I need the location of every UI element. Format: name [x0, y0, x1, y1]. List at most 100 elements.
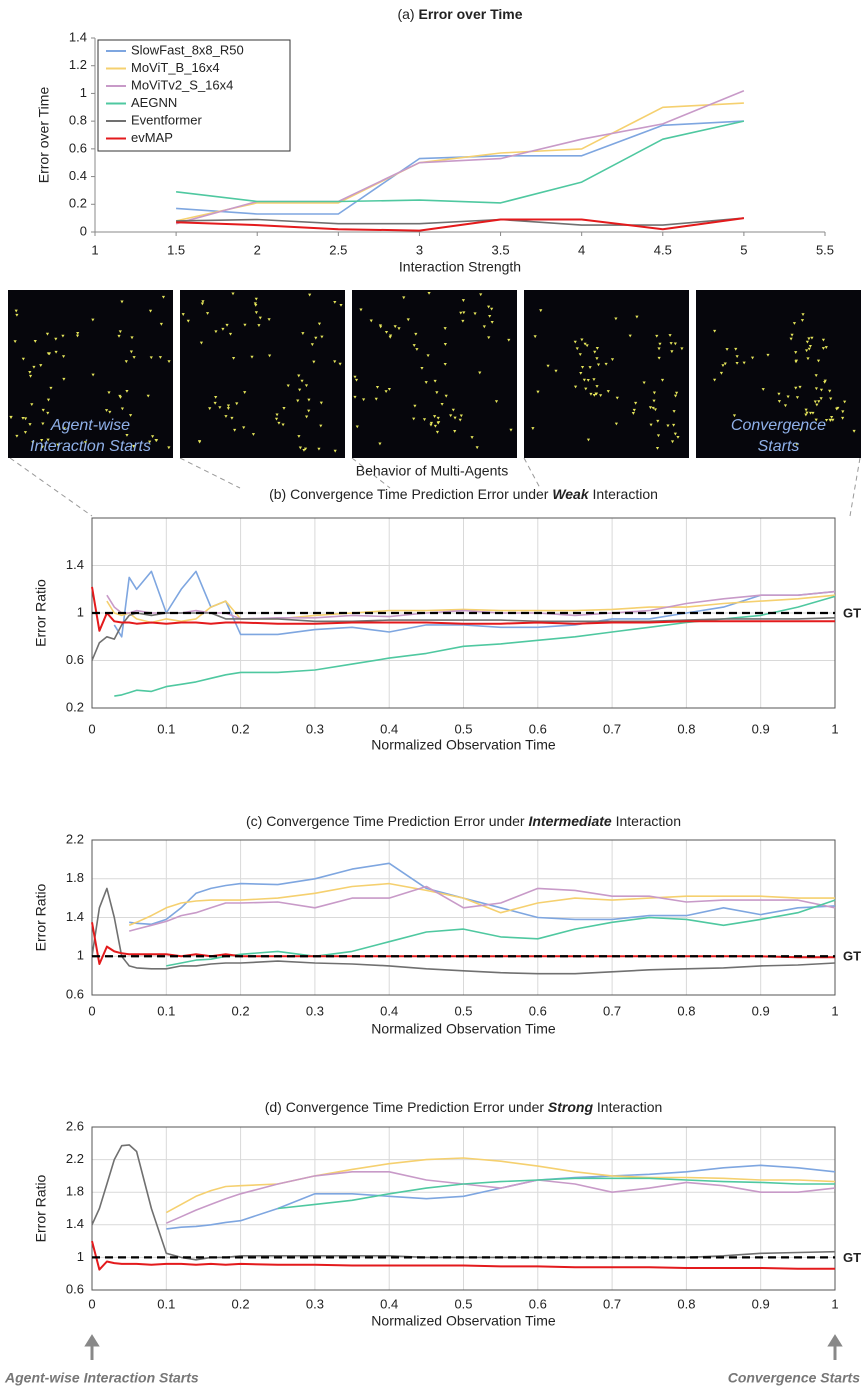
series-line — [91, 1240, 835, 1271]
x-tick-label: 5 — [740, 242, 747, 257]
agent-dot — [225, 323, 229, 327]
x-tick-label: 0.3 — [306, 1296, 324, 1311]
agent-dot — [651, 406, 655, 410]
agent-dot — [588, 366, 592, 369]
y-axis-label: Error over Time — [36, 87, 52, 184]
agent-dot — [40, 445, 45, 449]
legend-label: Eventformer — [131, 112, 202, 127]
agent-dot — [586, 438, 591, 442]
agent-dot — [40, 439, 44, 442]
y-tick-label: 0.6 — [66, 652, 84, 667]
agent-dot — [670, 350, 674, 354]
x-tick-label: 0.5 — [454, 1003, 472, 1018]
agent-dot — [443, 327, 447, 330]
agent-dot — [777, 400, 781, 403]
agent-dot — [161, 295, 166, 299]
agent-dot — [333, 360, 337, 364]
annotation: Convergence Starts — [728, 1370, 860, 1386]
agent-dot — [585, 344, 589, 348]
agent-dot — [91, 373, 95, 377]
agent-dot — [412, 417, 416, 421]
agent-dot — [83, 441, 87, 445]
agent-dot — [218, 406, 222, 410]
x-axis-label: Normalized Observation Time — [371, 1021, 556, 1037]
agent-dot — [250, 355, 254, 359]
x-tick-label: 0.9 — [752, 721, 770, 736]
agent-dot — [841, 410, 845, 414]
agent-dot — [732, 414, 737, 418]
agent-dot — [9, 416, 13, 419]
agent-dot — [817, 400, 821, 404]
y-tick-label: 1 — [77, 604, 84, 619]
agent-dot — [231, 292, 235, 296]
agent-frame — [696, 290, 861, 458]
agent-dot — [653, 408, 658, 412]
agent-dot — [120, 407, 125, 411]
agent-dot — [554, 369, 558, 373]
agent-dot — [610, 358, 615, 362]
agent-dot — [642, 381, 646, 385]
agent-dot — [479, 293, 483, 297]
series-line — [106, 590, 836, 620]
agent-dot — [794, 386, 798, 390]
agent-dot — [815, 403, 819, 407]
agent-dot — [586, 379, 590, 382]
y-tick-label: 0.2 — [66, 699, 84, 714]
x-tick-label: 0.6 — [529, 1296, 547, 1311]
agent-dot — [258, 316, 262, 320]
agent-dot — [582, 378, 586, 382]
agent-dot — [233, 428, 237, 432]
x-tick-label: 0.3 — [306, 1003, 324, 1018]
agent-dot — [475, 446, 479, 450]
agent-dot — [319, 401, 323, 405]
agent-dot — [821, 338, 826, 342]
agent-dot — [412, 344, 416, 347]
agent-dot — [413, 404, 417, 408]
series-line — [277, 1177, 835, 1210]
agent-dot — [388, 334, 393, 338]
agent-dot — [312, 360, 316, 364]
agent-dot — [830, 415, 834, 419]
x-axis-label: Normalized Observation Time — [371, 737, 556, 753]
agent-dot — [801, 313, 805, 317]
series-line — [165, 1157, 836, 1214]
x-tick-label: 0.9 — [752, 1003, 770, 1018]
agent-dot — [807, 337, 811, 341]
agent-dot — [657, 347, 661, 351]
agent-dot — [433, 379, 437, 383]
agent-dot — [296, 399, 300, 403]
agent-dot — [461, 299, 465, 302]
legend-label: MoViTv2_S_16x4 — [131, 77, 233, 92]
y-tick-label: 1.4 — [66, 557, 84, 572]
agent-dot — [61, 355, 66, 359]
x-tick-label: 0.4 — [380, 1296, 398, 1311]
agent-dot — [668, 334, 672, 337]
agent-dot — [303, 447, 308, 451]
x-tick-label: 0.1 — [157, 1296, 175, 1311]
series-line — [113, 570, 836, 638]
agent-dot — [805, 349, 809, 353]
agent-dot — [655, 446, 660, 450]
agent-dot — [811, 411, 815, 415]
series-line — [91, 612, 836, 661]
agent-dot — [205, 312, 210, 315]
agent-dot — [596, 363, 601, 367]
x-tick-label: 4.5 — [654, 242, 672, 257]
agent-dot — [62, 377, 66, 381]
y-tick-label: 0.2 — [69, 196, 87, 211]
agent-dot — [823, 379, 827, 383]
agent-dot — [251, 433, 256, 436]
agent-dot — [578, 353, 582, 356]
agent-dot — [829, 397, 833, 401]
agent-dot — [132, 356, 136, 359]
y-axis-label: Error Ratio — [33, 1174, 49, 1242]
agent-dot — [750, 356, 755, 360]
agent-dot — [378, 442, 382, 446]
agent-dot — [680, 347, 684, 351]
agent-dot — [319, 424, 323, 428]
agent-dot — [14, 309, 18, 313]
agent-dot — [91, 318, 95, 322]
y-tick-label: 1.2 — [69, 57, 87, 72]
x-tick-label: 2.5 — [329, 242, 347, 257]
agent-dot — [546, 364, 550, 368]
